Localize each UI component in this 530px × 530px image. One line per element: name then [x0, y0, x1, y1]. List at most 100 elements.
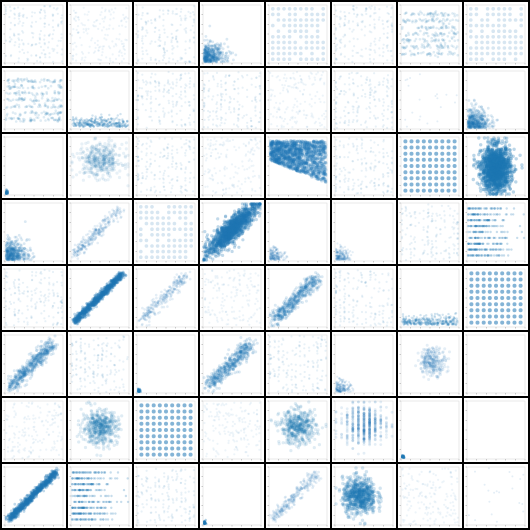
- scatter-point: [83, 170, 87, 174]
- scatter-point: [218, 55, 222, 59]
- scatter-point: [90, 163, 95, 167]
- scatter-point: [437, 20, 441, 24]
- scatter-point: [218, 155, 221, 159]
- scatter-point: [468, 125, 472, 129]
- scatter-point: [364, 25, 367, 28]
- scatter-point: [203, 54, 207, 58]
- scatter-point: [470, 119, 474, 123]
- scatter-point: [378, 47, 381, 50]
- scatter-point: [83, 122, 86, 126]
- scatter-point: [275, 156, 279, 160]
- scatter-point: [483, 122, 487, 126]
- scatter-point: [170, 109, 173, 112]
- scatter-point: [106, 159, 110, 163]
- scatter-point: [471, 123, 475, 127]
- scatter-point: [72, 121, 75, 125]
- scatter-point: [473, 116, 477, 120]
- scatter-point: [306, 158, 310, 162]
- scatter-point: [291, 160, 295, 164]
- scatter-point: [480, 121, 484, 125]
- scatter-point: [497, 51, 501, 56]
- scatter-point: [467, 122, 471, 125]
- scatter-point: [29, 98, 32, 101]
- scatter-point: [281, 160, 285, 164]
- scatter-point: [96, 143, 100, 147]
- scatter-point: [26, 51, 29, 54]
- scatter-point: [136, 155, 140, 158]
- scatter-point: [82, 123, 85, 126]
- scatter-point: [474, 35, 479, 39]
- scatter-point: [39, 45, 43, 49]
- scatter-point: [281, 163, 285, 167]
- scatter-point: [315, 164, 319, 168]
- scatter-point: [54, 111, 57, 115]
- scatter-point: [289, 165, 293, 169]
- scatter-point: [112, 143, 116, 147]
- scatter-point: [209, 58, 213, 62]
- scatter-point: [290, 151, 294, 155]
- scatter-point: [229, 100, 232, 103]
- scatter-point: [221, 188, 225, 192]
- scatter-point: [436, 55, 440, 59]
- scatter-point: [386, 95, 389, 98]
- scatter-point: [315, 23, 320, 28]
- scatter-point: [108, 152, 112, 157]
- scatter-point: [154, 58, 157, 61]
- scatter-point: [224, 74, 228, 77]
- scatter-point: [105, 160, 109, 164]
- scatter-point: [233, 80, 236, 83]
- scatter-point: [368, 30, 371, 33]
- scatter-point: [184, 188, 187, 191]
- scatter-point: [277, 140, 281, 144]
- scatter-point: [324, 161, 328, 165]
- scatter-point: [84, 156, 88, 160]
- scatter-point: [17, 22, 20, 25]
- scatter-point: [339, 90, 342, 93]
- scatter-point: [310, 146, 314, 150]
- scatter-point: [290, 154, 295, 158]
- scatter-point: [294, 150, 298, 155]
- scatter-point: [278, 102, 282, 105]
- scatter-point: [210, 46, 214, 50]
- scatter-point: [110, 162, 114, 166]
- scatter-point: [4, 54, 8, 58]
- scatter-point: [204, 58, 207, 62]
- scatter-point: [281, 83, 284, 87]
- scatter-point: [192, 158, 196, 161]
- scatter-point: [275, 154, 279, 158]
- scatter-point: [57, 85, 61, 89]
- scatter-point: [318, 167, 322, 171]
- scatter-point: [269, 113, 272, 116]
- scatter-point: [452, 31, 456, 35]
- scatter-point: [87, 159, 92, 163]
- scatter-point: [100, 164, 104, 168]
- scatter-point: [185, 27, 188, 30]
- scatter-point: [320, 157, 324, 161]
- scatter-point: [270, 149, 274, 153]
- scatter-point: [237, 167, 240, 170]
- scatter-point: [497, 57, 501, 61]
- scatter-point: [115, 37, 118, 41]
- scatter-point: [288, 158, 292, 162]
- scatter-point: [101, 154, 105, 158]
- scatter-point: [334, 122, 338, 125]
- scatter-point: [75, 151, 79, 156]
- scatter-point: [208, 59, 212, 63]
- scatter-point: [141, 103, 144, 106]
- scatter-point: [297, 149, 301, 153]
- scatter-point: [310, 72, 313, 75]
- scatter-point: [471, 122, 475, 125]
- scatter-point: [468, 124, 471, 128]
- scatter-point: [162, 47, 165, 50]
- scatter-point: [60, 79, 63, 82]
- scatter-point: [30, 118, 34, 122]
- scatter-point: [472, 125, 476, 129]
- scatter-point: [167, 60, 170, 63]
- scatter-point: [251, 146, 254, 150]
- scatter-point: [122, 13, 125, 16]
- scatter-point: [427, 43, 430, 46]
- scatter-point: [284, 144, 289, 148]
- scatter-point: [478, 120, 482, 124]
- scatter-point: [369, 86, 372, 89]
- scatter-point: [180, 8, 183, 11]
